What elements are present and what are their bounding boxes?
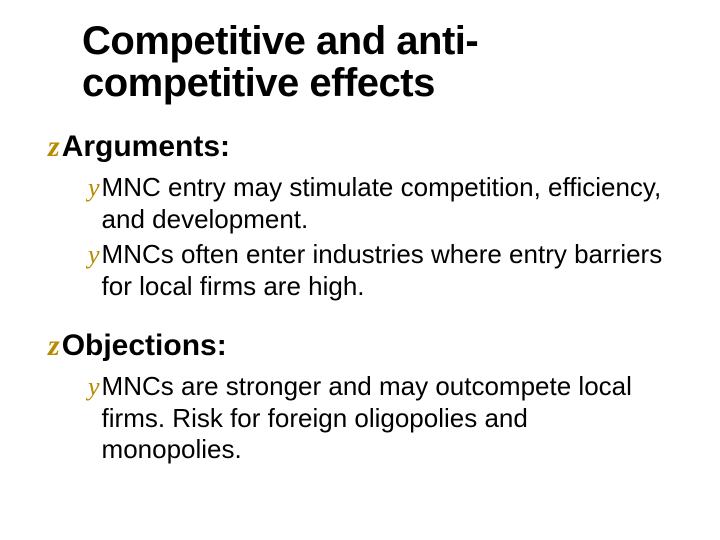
z-bullet-icon: z	[48, 329, 60, 363]
title-line-2: competitive effects	[82, 61, 435, 105]
y-bullet-icon: y	[88, 172, 100, 235]
heading-text: Objections:	[62, 329, 227, 363]
item-text: MNCs are stronger and may outcompete loc…	[102, 371, 672, 466]
list-item: y MNC entry may stimulate competition, e…	[88, 172, 672, 235]
item-text: MNC entry may stimulate competition, eff…	[102, 172, 672, 235]
list-item: y MNCs often enter industries where entr…	[88, 239, 672, 302]
item-text: MNCs often enter industries where entry …	[102, 239, 672, 302]
z-bullet-icon: z	[48, 130, 60, 164]
section-objections: z Objections: y MNCs are stronger and ma…	[48, 329, 672, 466]
heading-objections: z Objections:	[48, 329, 672, 363]
heading-text: Arguments:	[62, 130, 230, 164]
y-bullet-icon: y	[88, 371, 100, 466]
y-bullet-icon: y	[88, 239, 100, 302]
heading-arguments: z Arguments:	[48, 130, 672, 164]
slide: Competitive and anti- competitive effect…	[0, 0, 720, 540]
section-arguments: z Arguments: y MNC entry may stimulate c…	[48, 130, 672, 303]
arguments-list: y MNC entry may stimulate competition, e…	[88, 172, 672, 303]
objections-list: y MNCs are stronger and may outcompete l…	[88, 371, 672, 466]
title-line-1: Competitive and anti-	[82, 19, 478, 63]
title-block: Competitive and anti- competitive effect…	[82, 20, 672, 104]
list-item: y MNCs are stronger and may outcompete l…	[88, 371, 672, 466]
slide-title: Competitive and anti- competitive effect…	[82, 20, 672, 104]
